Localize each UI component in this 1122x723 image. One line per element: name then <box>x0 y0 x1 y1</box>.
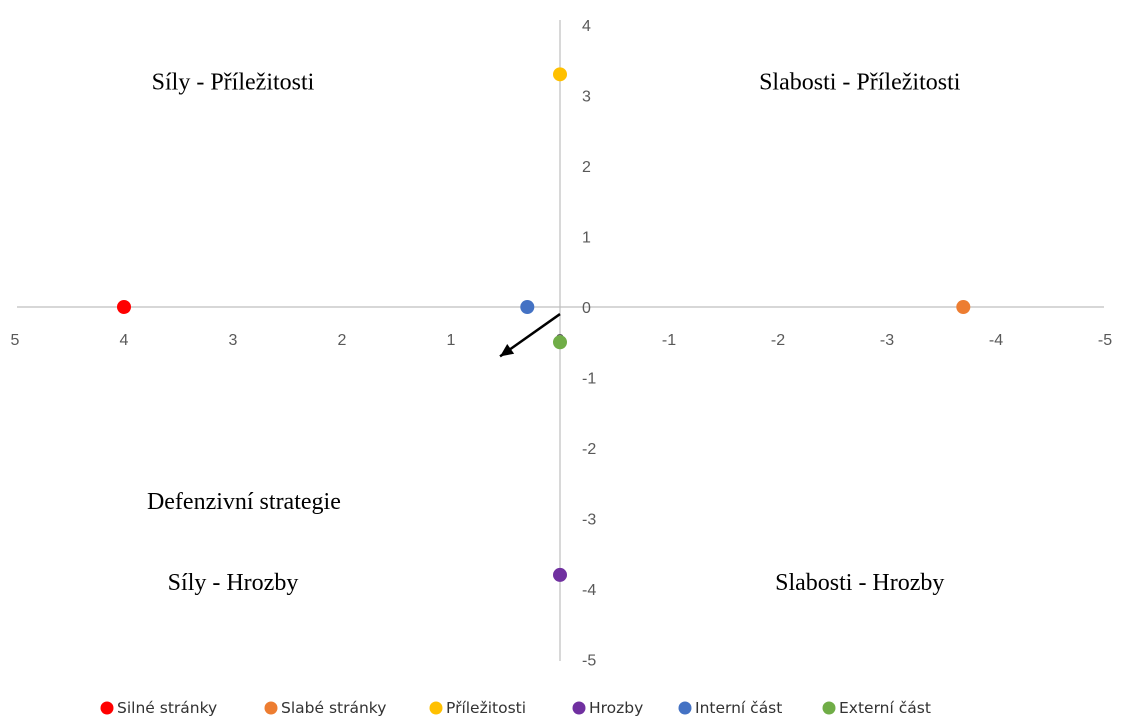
legend-label: Interní část <box>695 699 782 717</box>
y-axis-ticks: 4 3 2 1 0 -1 -2 -3 -4 -5 <box>582 18 596 670</box>
quadrant-labels: Síly - Příležitosti Slabosti - Příležitos… <box>147 69 961 596</box>
quadrant-label: Síly - Hrozby <box>168 570 299 596</box>
legend-item: Interní část <box>678 699 782 717</box>
x-tick-label: -4 <box>989 332 1003 349</box>
legend-item: Silné stránky <box>100 699 217 717</box>
y-tick-label: 4 <box>582 18 591 35</box>
quadrant-label: Slabosti - Příležitosti <box>759 69 961 95</box>
legend-item: Slabé stránky <box>264 699 386 717</box>
data-point <box>956 300 971 314</box>
y-tick-label: 2 <box>582 159 591 176</box>
quadrant-label: Slabosti - Hrozby <box>775 570 944 596</box>
x-tick-label: 1 <box>447 332 456 349</box>
y-tick-label: -1 <box>582 371 596 388</box>
legend-label: Silné stránky <box>117 699 217 717</box>
legend-item: Příležitosti <box>429 699 526 717</box>
x-tick-label: 2 <box>338 332 347 349</box>
legend-label: Slabé stránky <box>281 699 386 717</box>
legend-item: Externí část <box>822 699 931 717</box>
data-point <box>553 567 567 582</box>
data-point <box>117 300 131 314</box>
legend-marker <box>822 701 836 715</box>
x-tick-label: -1 <box>662 332 676 349</box>
legend: Silné stránky Slabé stránky Příležitosti Hr… <box>100 699 931 717</box>
quadrant-label: Defenzivní strategie <box>147 489 341 515</box>
data-point <box>553 335 567 350</box>
data-point <box>520 300 535 314</box>
y-tick-label: 1 <box>582 230 591 247</box>
legend-marker <box>100 701 114 715</box>
y-tick-label: 3 <box>582 89 591 106</box>
legend-marker <box>429 701 443 715</box>
data-points <box>117 67 971 582</box>
y-tick-label: -2 <box>582 441 596 458</box>
x-tick-label: 3 <box>229 332 238 349</box>
legend-label: Hrozby <box>589 699 643 717</box>
arrow-head <box>500 343 515 357</box>
data-point <box>553 67 567 82</box>
legend-label: Příležitosti <box>446 699 526 717</box>
legend-label: Externí část <box>839 699 931 717</box>
y-tick-label: -4 <box>582 582 596 599</box>
strategy-arrow <box>499 313 561 358</box>
x-tick-label: 4 <box>120 332 129 349</box>
legend-marker <box>572 701 586 715</box>
x-tick-label: -2 <box>771 332 785 349</box>
y-tick-label: -5 <box>582 653 596 670</box>
quadrant-label: Síly - Příležitosti <box>152 69 315 95</box>
x-tick-label: -3 <box>880 332 894 349</box>
legend-marker <box>678 701 692 715</box>
x-tick-label: 5 <box>11 332 20 349</box>
legend-marker <box>264 701 278 715</box>
x-tick-label: -5 <box>1098 332 1112 349</box>
y-tick-label: 0 <box>582 300 591 317</box>
y-tick-label: -3 <box>582 512 596 529</box>
legend-item: Hrozby <box>572 699 643 717</box>
